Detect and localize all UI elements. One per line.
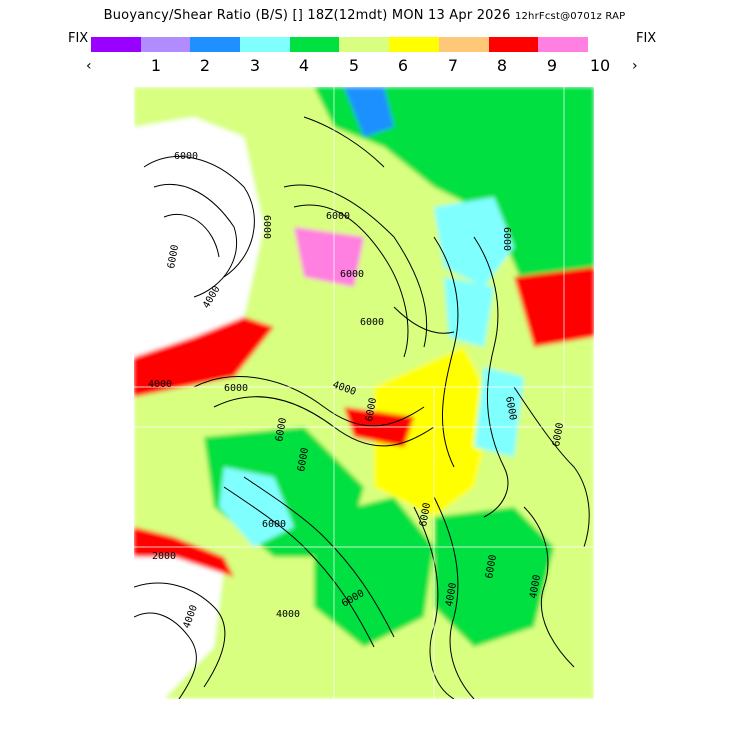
shaded-field <box>134 87 594 699</box>
legend-swatch-2 <box>140 37 191 52</box>
legend-tick-1: 1 <box>150 56 162 75</box>
ratio-shade-green-se <box>434 507 554 647</box>
contour-label: 6000 <box>501 227 512 251</box>
contour-line <box>134 612 197 699</box>
legend-tick-3: 3 <box>249 56 261 75</box>
legend-swatch-10 <box>538 37 588 52</box>
legend-swatch-7 <box>389 37 439 52</box>
contour-label: 6000 <box>174 151 198 162</box>
contour-label: 6000 <box>503 396 518 422</box>
contour-label: 4000 <box>148 379 172 390</box>
legend-tick-5: 5 <box>348 56 360 75</box>
title-mark: [] <box>292 8 304 23</box>
ratio-shade-blank-nw <box>134 117 264 357</box>
ratio-shade-magenta-n <box>294 227 364 287</box>
legend-tick-7: 7 <box>447 56 459 75</box>
contour-line <box>163 213 220 258</box>
next-arrow-icon[interactable]: › <box>632 58 638 74</box>
contour-label: 2000 <box>152 551 176 562</box>
county-borders <box>134 87 594 699</box>
contour-label: 6000 <box>224 383 248 394</box>
contour-labels: 6000 6000 6000 6000 6000 6000 6000 4000 … <box>148 151 566 630</box>
fix-scale-left-button[interactable]: FIX <box>68 31 89 46</box>
contour-line <box>193 376 425 427</box>
contour-label: 6000 <box>551 422 566 448</box>
contour-label: 6000 <box>360 317 384 328</box>
legend-swatch-4 <box>240 37 290 52</box>
ratio-shade-green-s <box>314 497 434 647</box>
color-legend-bar <box>91 37 588 52</box>
legend-ticks: ‹ 1 2 3 4 5 6 7 8 9 10 › <box>0 56 729 78</box>
legend-tick-8: 8 <box>496 56 508 75</box>
map-title: Buoyancy/Shear Ratio (B/S) [] 18Z(12mdt)… <box>0 8 729 23</box>
legend-swatch-9 <box>488 37 539 52</box>
contour-lines <box>134 116 590 699</box>
ratio-shade-blue-n <box>344 87 394 137</box>
ratio-shade-blank-sw <box>134 547 224 699</box>
legend-swatch-3 <box>190 37 241 52</box>
ratio-shade-red-sw <box>134 527 234 577</box>
contour-label: 6000 <box>418 502 433 528</box>
contour-line <box>523 506 575 668</box>
legend-tick-6: 6 <box>397 56 409 75</box>
contour-line <box>473 236 509 518</box>
contour-line <box>433 496 475 699</box>
map-canvas: 6000 6000 6000 6000 6000 6000 6000 4000 … <box>134 87 594 699</box>
contour-line <box>134 582 226 688</box>
contour-line <box>513 386 590 548</box>
forecast-info: 12hrFcst@0701z RAP <box>514 11 626 22</box>
contour-line <box>153 183 238 298</box>
valid-time: 18Z(12mdt) MON 13 Apr 2026 <box>307 8 511 23</box>
contour-label: 6000 <box>262 519 286 530</box>
ratio-shade-red-nw <box>134 317 274 397</box>
legend-tick-4: 4 <box>298 56 310 75</box>
contour-line <box>303 116 385 168</box>
ratio-shade-red-e <box>514 267 594 347</box>
legend-swatch-6 <box>339 37 390 52</box>
contour-line <box>393 306 455 334</box>
contour-label: 6000 <box>364 397 379 423</box>
contour-label: 6000 <box>166 244 181 270</box>
contour-label: 4000 <box>276 609 300 620</box>
contour-line <box>143 156 255 278</box>
prev-arrow-icon[interactable]: ‹ <box>86 58 92 74</box>
ratio-shade-green-ne <box>314 87 594 287</box>
legend-tick-9: 9 <box>546 56 558 75</box>
contour-line <box>243 476 395 638</box>
ratio-shade-cyan-ne <box>434 197 514 287</box>
contour-label: 6000 <box>261 215 272 239</box>
field-name: Buoyancy/Shear Ratio (B/S) <box>103 8 289 23</box>
ratio-shade-cyan-sw <box>219 467 294 547</box>
map-panel: 6000 6000 6000 6000 6000 6000 6000 4000 … <box>134 87 594 699</box>
contour-label: 6000 <box>340 269 364 280</box>
contour-line <box>433 236 459 468</box>
legend-swatch-5 <box>289 37 340 52</box>
contour-line <box>293 204 409 358</box>
contour-label: 6000 <box>484 554 499 580</box>
fix-scale-right-button[interactable]: FIX <box>636 31 657 46</box>
legend-swatch-1 <box>91 37 141 52</box>
legend-tick-2: 2 <box>199 56 211 75</box>
legend-tick-10: 10 <box>589 56 611 75</box>
contour-label: 6000 <box>296 447 311 473</box>
contour-label: 4000 <box>528 574 543 600</box>
contour-label: 6000 <box>326 211 350 222</box>
contour-label: 4000 <box>444 582 459 608</box>
ratio-shade-cyan-e2 <box>474 367 524 457</box>
contour-line <box>283 184 428 348</box>
contour-label: 6000 <box>274 417 289 443</box>
legend-swatch-8 <box>438 37 489 52</box>
